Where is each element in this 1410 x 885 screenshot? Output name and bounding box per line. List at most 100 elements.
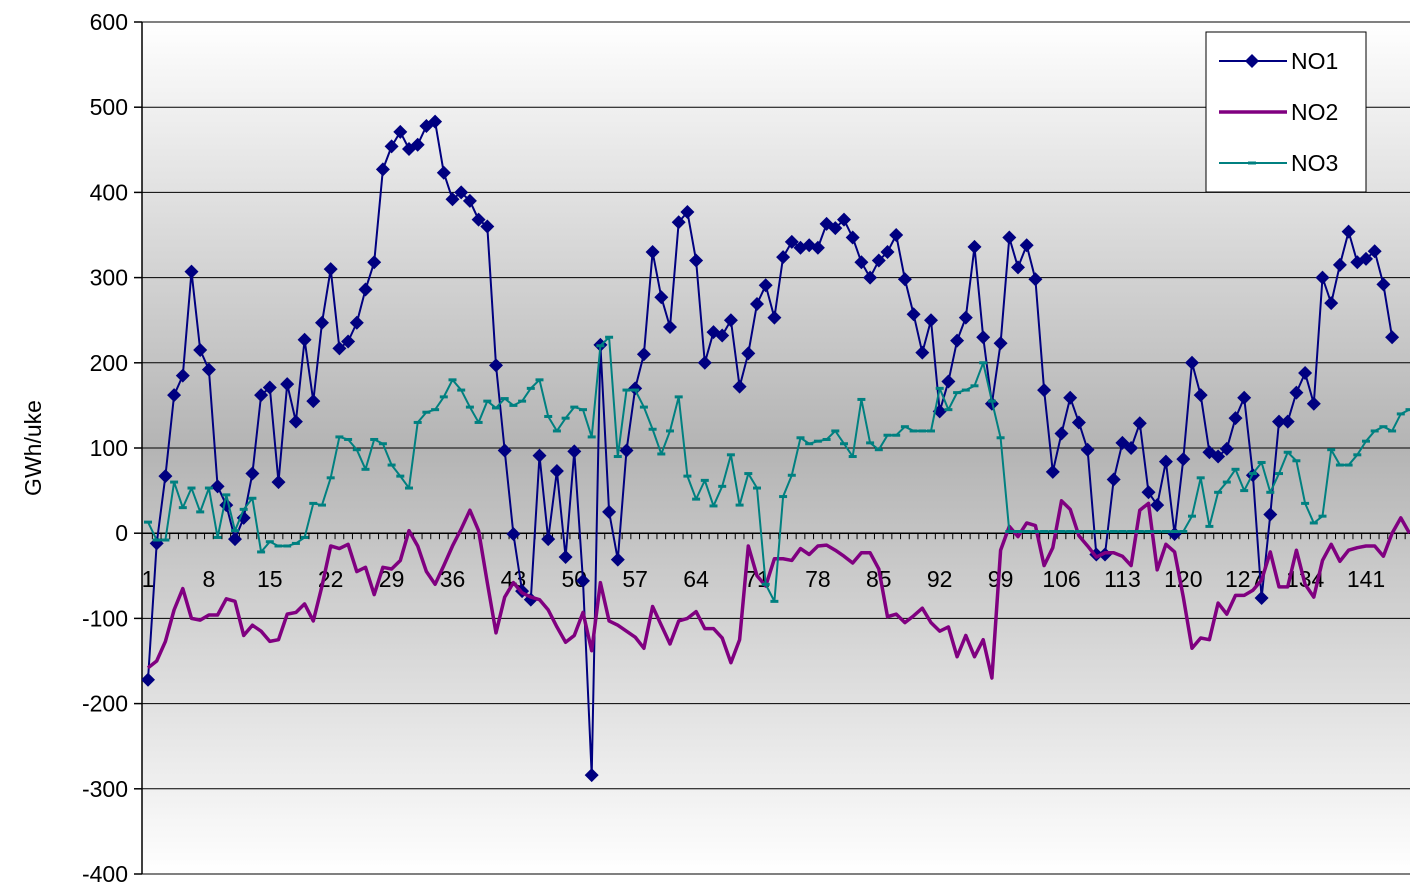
x-tick-label: 141 xyxy=(1347,566,1385,592)
legend-label: NO3 xyxy=(1291,150,1338,176)
data-point xyxy=(967,239,982,254)
data-point xyxy=(1170,529,1179,533)
data-point xyxy=(396,474,405,478)
data-point xyxy=(274,544,283,548)
data-point xyxy=(506,527,521,542)
data-point xyxy=(1353,453,1362,457)
data-point xyxy=(863,270,878,285)
y-tick-label: 0 xyxy=(115,520,128,546)
data-point xyxy=(271,475,286,490)
data-point xyxy=(1219,441,1234,456)
data-point xyxy=(941,374,956,389)
data-point xyxy=(666,429,674,433)
data-point xyxy=(996,436,1005,440)
data-point xyxy=(1263,507,1278,522)
data-point xyxy=(231,529,239,533)
data-point xyxy=(552,429,561,433)
x-tick-label: 36 xyxy=(440,566,466,592)
data-point xyxy=(1161,529,1170,533)
data-point xyxy=(689,253,704,268)
x-tick-label: 8 xyxy=(203,566,216,592)
data-point xyxy=(648,427,657,431)
legend-item-no1: NO1 xyxy=(1219,48,1338,74)
data-point xyxy=(866,441,875,445)
data-point xyxy=(471,212,486,227)
data-point xyxy=(979,361,988,365)
data-point xyxy=(184,264,199,279)
data-point xyxy=(741,346,756,361)
data-point xyxy=(576,573,590,588)
data-point xyxy=(436,165,451,180)
x-tick-label: 127 xyxy=(1225,566,1263,592)
data-point xyxy=(692,497,701,501)
data-point xyxy=(474,420,483,424)
data-point xyxy=(509,403,518,407)
data-point xyxy=(439,395,448,399)
data-point xyxy=(1275,472,1283,476)
data-point xyxy=(544,414,553,418)
data-point xyxy=(1037,383,1052,398)
data-point xyxy=(848,455,857,459)
data-point xyxy=(1309,521,1318,525)
data-point xyxy=(596,344,605,348)
data-point xyxy=(1031,529,1040,533)
data-point xyxy=(1367,244,1382,259)
data-point xyxy=(750,297,764,312)
legend-marker xyxy=(1248,161,1256,165)
data-point xyxy=(654,290,669,305)
data-point xyxy=(323,262,338,277)
data-point xyxy=(645,245,660,260)
data-point xyxy=(871,253,886,268)
data-point xyxy=(1124,441,1139,455)
data-point xyxy=(1359,251,1373,266)
data-point xyxy=(854,255,869,270)
y-tick-label: 500 xyxy=(90,94,128,120)
data-point xyxy=(288,414,303,429)
data-point xyxy=(1158,454,1173,469)
data-point xyxy=(683,474,692,478)
data-point xyxy=(758,278,773,293)
data-point xyxy=(352,448,361,452)
y-tick-label: 300 xyxy=(90,265,128,291)
x-tick-label: 92 xyxy=(927,566,953,592)
data-point xyxy=(558,550,573,565)
data-point xyxy=(196,510,205,514)
x-tick-label: 113 xyxy=(1104,566,1141,592)
data-point xyxy=(993,336,1008,351)
data-point xyxy=(405,486,413,490)
data-point xyxy=(158,469,173,484)
data-point xyxy=(944,408,953,412)
data-point xyxy=(1240,489,1249,493)
data-point xyxy=(349,315,364,330)
data-point xyxy=(1301,501,1310,505)
data-point xyxy=(1237,390,1252,405)
data-point xyxy=(822,437,831,441)
data-point xyxy=(239,507,248,511)
data-point xyxy=(1283,450,1292,454)
data-point xyxy=(810,240,825,255)
data-point xyxy=(927,429,935,433)
data-point xyxy=(663,320,677,335)
data-point xyxy=(770,599,779,603)
data-point xyxy=(1045,464,1060,479)
data-point xyxy=(361,467,370,471)
data-point xyxy=(1332,257,1347,272)
data-point xyxy=(883,433,892,437)
data-point xyxy=(1179,529,1188,533)
data-point xyxy=(1370,429,1379,433)
data-point xyxy=(454,185,469,200)
data-point xyxy=(175,368,190,383)
data-point xyxy=(831,429,840,433)
data-point xyxy=(1292,459,1301,463)
data-point xyxy=(465,405,474,409)
data-point xyxy=(1040,529,1049,533)
data-point xyxy=(1388,429,1397,433)
data-point xyxy=(422,410,431,414)
data-point xyxy=(900,425,909,429)
data-point xyxy=(744,472,753,476)
data-point xyxy=(567,444,582,459)
data-point xyxy=(318,503,326,507)
data-point xyxy=(805,442,814,446)
data-point xyxy=(378,442,387,446)
data-point xyxy=(613,455,622,459)
